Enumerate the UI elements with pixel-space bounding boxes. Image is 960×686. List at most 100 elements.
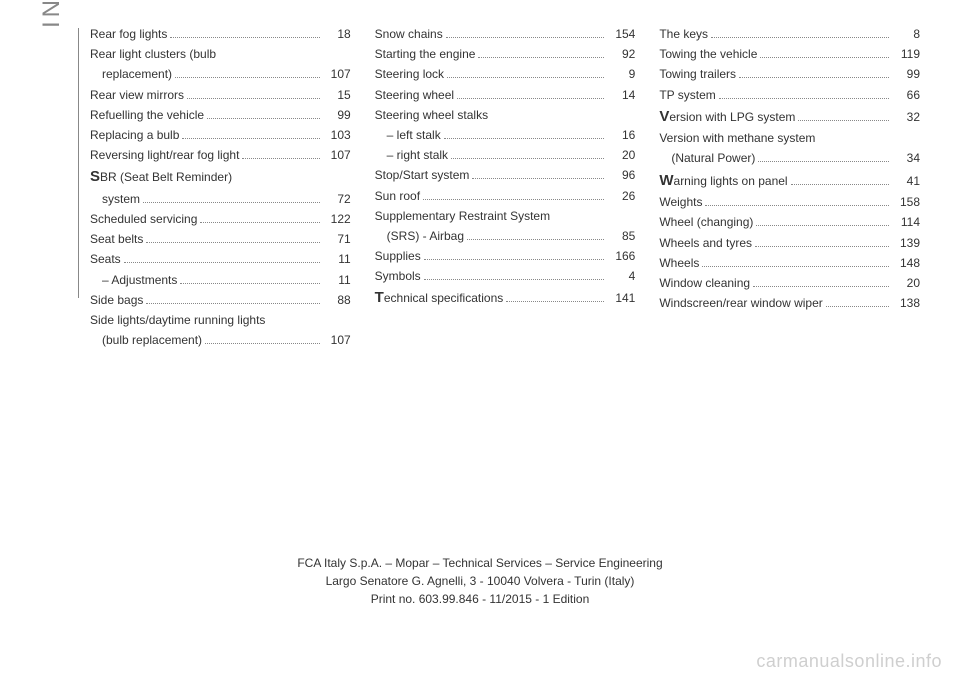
index-entry-page: 99 <box>892 68 920 81</box>
index-entry-label: – left stalk <box>375 129 441 142</box>
leaders <box>756 217 889 227</box>
index-entry-label: Weights <box>659 196 702 209</box>
leaders <box>467 230 604 240</box>
index-entry: Weights 158 <box>659 196 920 209</box>
index-entry-label: Seat belts <box>90 233 143 246</box>
index-entry: Sun roof26 <box>375 190 636 203</box>
section-letter: S <box>90 168 100 185</box>
index-entry: Towing the vehicle119 <box>659 48 920 61</box>
index-entry-label: Version with methane system <box>659 132 815 145</box>
index-columns: Rear fog lights 18 Rear light clusters (bu… <box>90 28 920 354</box>
leaders <box>506 293 604 303</box>
index-entry: Wheel (changing) 114 <box>659 216 920 229</box>
index-entry-page: 92 <box>607 48 635 61</box>
leaders <box>207 109 320 119</box>
index-entry: SBR (Seat Belt Reminder) <box>90 169 351 186</box>
leaders <box>182 129 319 139</box>
index-entry-label: (bulb replacement) <box>90 334 202 347</box>
leaders <box>705 197 889 207</box>
index-entry-page: 20 <box>892 277 920 290</box>
index-entry: Version with methane system <box>659 132 920 145</box>
index-entry-label: Towing trailers <box>659 68 736 81</box>
index-entry: Side lights/daytime running lights <box>90 314 351 327</box>
index-entry: Rear view mirrors15 <box>90 89 351 102</box>
leaders <box>170 28 319 38</box>
index-entry-label: Version with LPG system <box>659 109 795 126</box>
index-entry-label: Rear view mirrors <box>90 89 184 102</box>
index-entry: Scheduled servicing 122 <box>90 213 351 226</box>
footer-line: Print no. 603.99.846 - 11/2015 - 1 Editi… <box>0 590 960 608</box>
leaders <box>146 294 319 304</box>
index-entry: Windscreen/rear window wiper138 <box>659 297 920 310</box>
index-entry-label: TP system <box>659 89 715 102</box>
index-entry-label: Steering wheel <box>375 89 454 102</box>
index-entry: Window cleaning 20 <box>659 277 920 290</box>
index-col-1: Rear fog lights 18 Rear light clusters (bu… <box>90 28 351 354</box>
index-entry-page: 148 <box>892 257 920 270</box>
index-entry-page: 18 <box>323 28 351 41</box>
index-entry-label: Window cleaning <box>659 277 750 290</box>
index-entry-page: 20 <box>607 149 635 162</box>
watermark: carmanualsonline.info <box>756 651 942 672</box>
index-entry-label: Scheduled servicing <box>90 213 197 226</box>
leaders <box>446 28 605 38</box>
index-entry-label: Seats <box>90 253 121 266</box>
index-entry-page: 66 <box>892 89 920 102</box>
section-letter: T <box>375 289 384 306</box>
leaders <box>205 335 320 345</box>
index-entry-page: 158 <box>892 196 920 209</box>
index-entry-label: Symbols <box>375 270 421 283</box>
index-entry-page: 107 <box>323 149 351 162</box>
index-entry-page: 34 <box>892 152 920 165</box>
index-entry: Wheels 148 <box>659 257 920 270</box>
index-entry: TP system 66 <box>659 89 920 102</box>
index-entry-label: Wheel (changing) <box>659 216 753 229</box>
index-entry-label: – Adjustments <box>90 274 177 287</box>
leaders <box>187 89 320 99</box>
index-entry-page: 166 <box>607 250 635 263</box>
index-entry: replacement)107 <box>90 68 351 81</box>
leaders <box>447 69 604 79</box>
index-entry-label: Supplementary Restraint System <box>375 210 550 223</box>
index-entry: Steering lock9 <box>375 68 636 81</box>
index-entry-label: Rear light clusters (bulb <box>90 48 216 61</box>
index-entry-label: Rear fog lights <box>90 28 167 41</box>
leaders <box>175 69 320 79</box>
index-col-3: The keys8Towing the vehicle119Towing tra… <box>659 28 920 354</box>
index-entry-page: 122 <box>323 213 351 226</box>
index-entry: Side bags 88 <box>90 294 351 307</box>
index-entry-label: Snow chains <box>375 28 443 41</box>
index-entry: Replacing a bulb103 <box>90 129 351 142</box>
index-entry-label: Wheels <box>659 257 699 270</box>
leaders <box>451 150 604 160</box>
leaders <box>798 111 889 121</box>
index-entry-page: 107 <box>323 334 351 347</box>
footer: FCA Italy S.p.A. – Mopar – Technical Ser… <box>0 554 960 608</box>
index-entry-label: – right stalk <box>375 149 448 162</box>
index-entry: Seat belts71 <box>90 233 351 246</box>
index-entry-page: 99 <box>323 109 351 122</box>
index-entry-label: SBR (Seat Belt Reminder) <box>90 169 232 186</box>
index-entry-page: 26 <box>607 190 635 203</box>
leaders <box>472 170 604 180</box>
section-letter: W <box>659 172 673 189</box>
index-entry-page: 72 <box>323 193 351 206</box>
index-entry: (Natural Power) 34 <box>659 152 920 165</box>
index-entry: Steering wheel14 <box>375 89 636 102</box>
index-entry-page: 138 <box>892 297 920 310</box>
index-entry-label: Technical specifications <box>375 290 504 307</box>
footer-line: FCA Italy S.p.A. – Mopar – Technical Ser… <box>0 554 960 572</box>
index-entry-label: (Natural Power) <box>659 152 755 165</box>
index-entry-label: Side bags <box>90 294 143 307</box>
leaders <box>758 153 889 163</box>
index-entry: Reversing light/rear fog light107 <box>90 149 351 162</box>
index-entry: Refuelling the vehicle99 <box>90 109 351 122</box>
index-entry-page: 114 <box>892 216 920 229</box>
leaders <box>739 69 889 79</box>
index-entry: (bulb replacement) 107 <box>90 334 351 347</box>
index-entry-page: 11 <box>323 253 351 266</box>
leaders <box>711 28 889 38</box>
index-entry: Technical specifications141 <box>375 290 636 307</box>
index-entry-page: 88 <box>323 294 351 307</box>
index-entry-label: Supplies <box>375 250 421 263</box>
